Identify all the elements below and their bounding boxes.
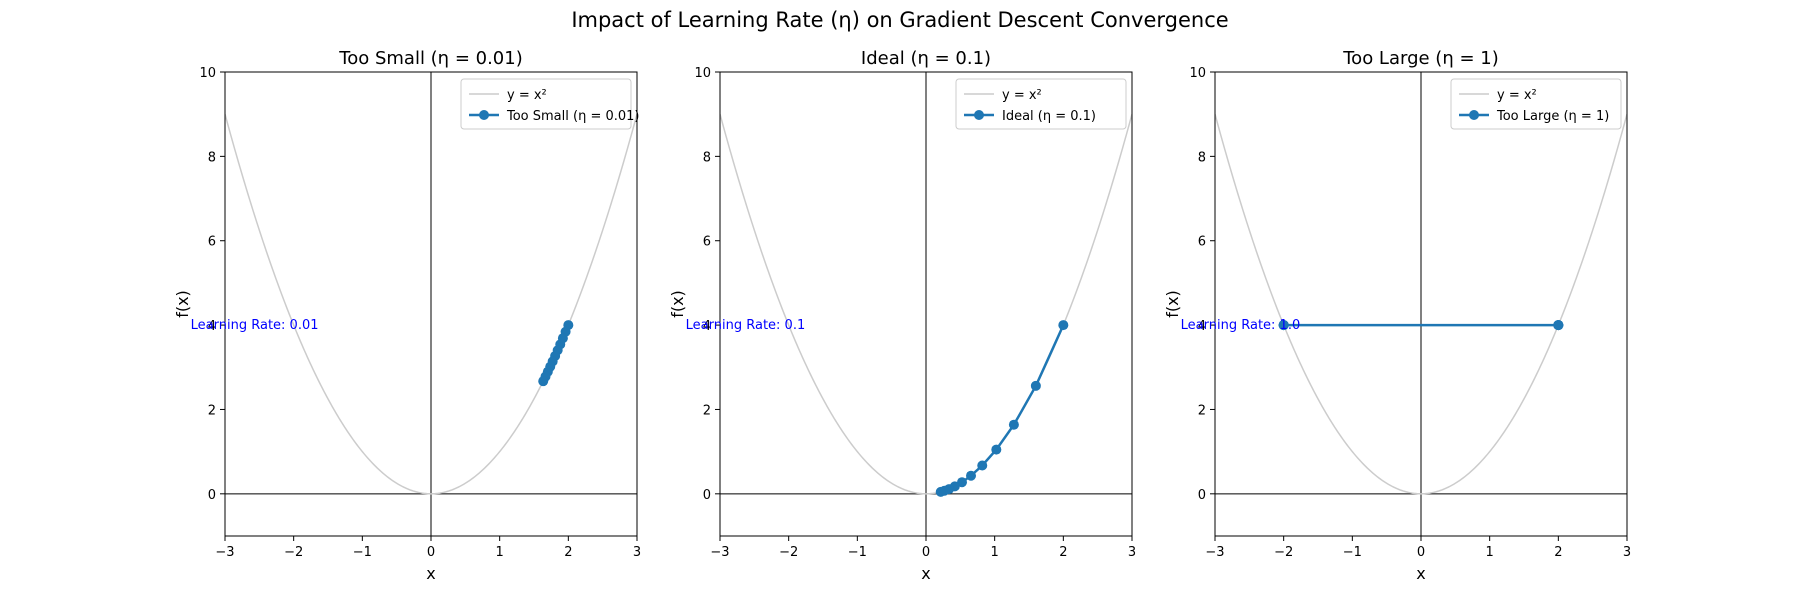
x-tick-label: −3 (215, 545, 234, 560)
x-tick-label: 3 (1128, 545, 1136, 560)
learning-rate-annotation: Learning Rate: 1.0 (1181, 318, 1301, 333)
descent-point (991, 444, 1002, 455)
descent-point (1058, 320, 1069, 331)
x-tick-label: 2 (1059, 545, 1067, 560)
descent-point (538, 376, 549, 387)
descent-point (977, 460, 988, 471)
y-tick-label: 4 (1198, 319, 1206, 334)
x-tick-label: −1 (353, 545, 372, 560)
y-tick-label: 6 (1198, 235, 1206, 250)
x-axis-label: x (426, 564, 435, 583)
y-tick-label: 0 (1198, 488, 1206, 503)
legend-label-descent: Ideal (η = 0.1) (1002, 109, 1096, 124)
y-tick-label: 2 (703, 403, 711, 418)
y-tick-label: 10 (694, 66, 711, 81)
x-tick-label: 3 (1623, 545, 1631, 560)
y-tick-label: 4 (208, 319, 216, 334)
legend-box (460, 78, 632, 130)
descent-point (1278, 320, 1289, 331)
x-tick-label: −3 (710, 545, 729, 560)
legend-marker-descent (1469, 110, 1479, 120)
y-axis-label: f(x) (668, 290, 687, 318)
x-tick-label: −1 (1343, 545, 1362, 560)
panel-title: Ideal (η = 0.1) (861, 48, 991, 69)
x-tick-label: 1 (1486, 545, 1494, 560)
plot-area (225, 72, 637, 536)
x-tick-label: −2 (1274, 545, 1293, 560)
x-tick-label: 3 (633, 545, 641, 560)
legend-box (1450, 78, 1622, 130)
panel-1: Too Small (η = 0.01) −3 −2 −1 0 1 2 3 0 2 4 6 8 10 x f(… (173, 48, 641, 583)
legend-label-descent: Too Large (η = 1) (1496, 109, 1609, 124)
x-axis-label: x (921, 564, 930, 583)
x-tick-label: −2 (779, 545, 798, 560)
x-tick-label: −1 (848, 545, 867, 560)
figure-title: Impact of Learning Rate (η) on Gradient … (571, 8, 1228, 32)
x-tick-label: 2 (1554, 545, 1562, 560)
y-tick-label: 4 (703, 319, 711, 334)
descent-point (1553, 320, 1564, 331)
x-tick-label: −3 (1205, 545, 1224, 560)
learning-rate-annotation: Learning Rate: 0.1 (686, 318, 806, 333)
y-tick-label: 10 (199, 66, 216, 81)
x-tick-label: 0 (922, 545, 930, 560)
x-axis-label: x (1416, 564, 1425, 583)
x-tick-label: 0 (1417, 545, 1425, 560)
y-tick-label: 2 (1198, 403, 1206, 418)
x-tick-label: 2 (564, 545, 572, 560)
legend-label-parabola: y = x² (1002, 88, 1042, 103)
descent-point (1030, 380, 1041, 391)
y-tick-label: 6 (703, 235, 711, 250)
y-tick-label: 6 (208, 235, 216, 250)
descent-point (966, 470, 977, 481)
y-tick-label: 0 (208, 488, 216, 503)
legend-marker-descent (479, 110, 489, 120)
x-tick-label: 0 (427, 545, 435, 560)
x-tick-label: 1 (496, 545, 504, 560)
legend-marker-descent (974, 110, 984, 120)
descent-point (935, 486, 946, 497)
panel-title: Too Small (η = 0.01) (338, 48, 522, 69)
legend-box (955, 78, 1127, 130)
y-tick-label: 8 (1198, 150, 1206, 165)
learning-rate-annotation: Learning Rate: 0.01 (191, 318, 319, 333)
panel-3: Too Large (η = 1) −3 −2 −1 0 1 2 3 0 2 4 6 8 10 x f(x)L… (1163, 48, 1631, 583)
plot-area (1215, 72, 1627, 536)
y-tick-label: 8 (208, 150, 216, 165)
legend-label-parabola: y = x² (1497, 88, 1537, 103)
legend-label-parabola: y = x² (507, 88, 547, 103)
legend-label-descent: Too Small (η = 0.01) (506, 109, 640, 124)
y-tick-label: 0 (703, 488, 711, 503)
x-tick-label: −2 (284, 545, 303, 560)
panel-title: Too Large (η = 1) (1342, 48, 1498, 69)
y-tick-label: 8 (703, 150, 711, 165)
y-tick-label: 2 (208, 403, 216, 418)
y-axis-label: f(x) (173, 290, 192, 318)
descent-path (940, 324, 1065, 494)
y-tick-label: 10 (1189, 66, 1206, 81)
plot-area (720, 72, 1132, 536)
y-axis-label: f(x) (1163, 290, 1182, 318)
panel-2: Ideal (η = 0.1) −3 −2 −1 0 1 2 3 0 2 4 6 8 10 x f(x)Lea… (668, 48, 1136, 583)
x-tick-label: 1 (991, 545, 999, 560)
descent-point (1008, 419, 1019, 430)
